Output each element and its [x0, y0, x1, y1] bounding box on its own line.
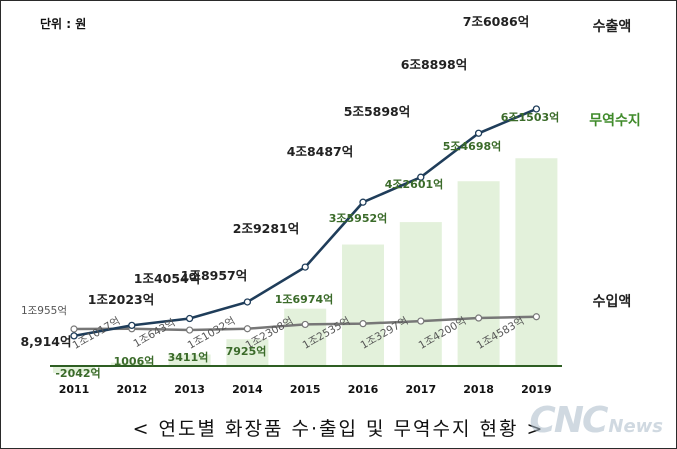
trade-balance-value-label: 7925억	[226, 345, 267, 358]
trade-balance-bar	[168, 354, 211, 366]
trade-balance-bar	[342, 244, 384, 366]
x-tick-label: 2016	[348, 383, 379, 396]
export-point	[532, 105, 541, 113]
trade-balance-bar	[110, 362, 153, 366]
import-point	[70, 325, 78, 333]
export-value-label: 2조9281억	[233, 221, 300, 236]
x-tick-label: 2018	[463, 383, 494, 396]
trade-balance-value-label: 5조4698억	[443, 140, 502, 153]
import-value-label: 1조955억	[21, 305, 67, 317]
export-point	[417, 173, 425, 181]
legend-import: 수입액	[593, 293, 632, 310]
import-point	[417, 317, 425, 325]
trade-balance-bar	[399, 222, 442, 366]
import-point	[359, 320, 367, 328]
export-value-label: 1조2023억	[88, 292, 155, 307]
x-tick-label: 2017	[405, 383, 436, 396]
trade-balance-bar	[515, 158, 558, 366]
trade-balance-value-label: 3411억	[168, 351, 209, 364]
export-value-label: 5조5898억	[344, 104, 411, 119]
x-tick-label: 2019	[521, 383, 552, 396]
export-value-label: 6조8898억	[401, 57, 468, 72]
export-point	[128, 321, 136, 330]
trade-balance-value-label: 1006억	[114, 355, 155, 368]
unit-label: 단위 : 원	[40, 17, 87, 31]
export-point	[185, 314, 194, 323]
watermark-text-cnc: CNC	[529, 400, 608, 441]
trade-balance-value-label: -2042억	[55, 367, 100, 380]
export-value-label: 8,914억	[20, 334, 71, 349]
trade-balance-bar	[53, 366, 95, 373]
trade-balance-value-label: 3조5952억	[329, 212, 388, 225]
import-point	[532, 313, 541, 321]
trade-balance-bar	[284, 308, 327, 366]
export-point	[243, 298, 252, 306]
x-tick-label: 2013	[174, 383, 205, 396]
watermark-text-news: News	[608, 416, 663, 437]
import-point	[186, 326, 194, 334]
import-point	[475, 314, 483, 322]
export-point	[70, 332, 78, 340]
export-point	[359, 198, 367, 206]
chart-caption: < 연도별 화장품 수·출입 및 무역수지 현황 >	[132, 418, 545, 440]
legend-trade-balance: 무역수지	[589, 112, 641, 129]
export-value-label: 7조6086억	[463, 14, 530, 29]
trade-balance-value-label: 6조1503억	[501, 111, 560, 124]
export-point	[474, 129, 483, 137]
import-value-label: 1조1017억	[71, 315, 123, 352]
trade-balance-bar	[226, 339, 269, 366]
trade-balance-value-label: 4조2601억	[385, 178, 444, 191]
x-tick-label: 2012	[116, 383, 147, 396]
export-value-label: 4조8487억	[287, 144, 354, 159]
x-tick-label: 2015	[290, 383, 321, 396]
legend-export: 수출액	[593, 18, 632, 35]
import-point	[243, 325, 251, 333]
watermark-logo: CNC News	[529, 400, 663, 441]
x-tick-label: 2014	[232, 383, 263, 396]
export-value-label: 1조4054억	[134, 271, 201, 286]
import-point	[301, 320, 309, 329]
trade-balance-value-label: 1조6974억	[275, 293, 334, 306]
trade-balance-bar	[457, 181, 500, 366]
export-value-label: 1조8957억	[181, 268, 248, 283]
x-tick-label: 2011	[59, 383, 90, 396]
export-point	[301, 263, 309, 271]
